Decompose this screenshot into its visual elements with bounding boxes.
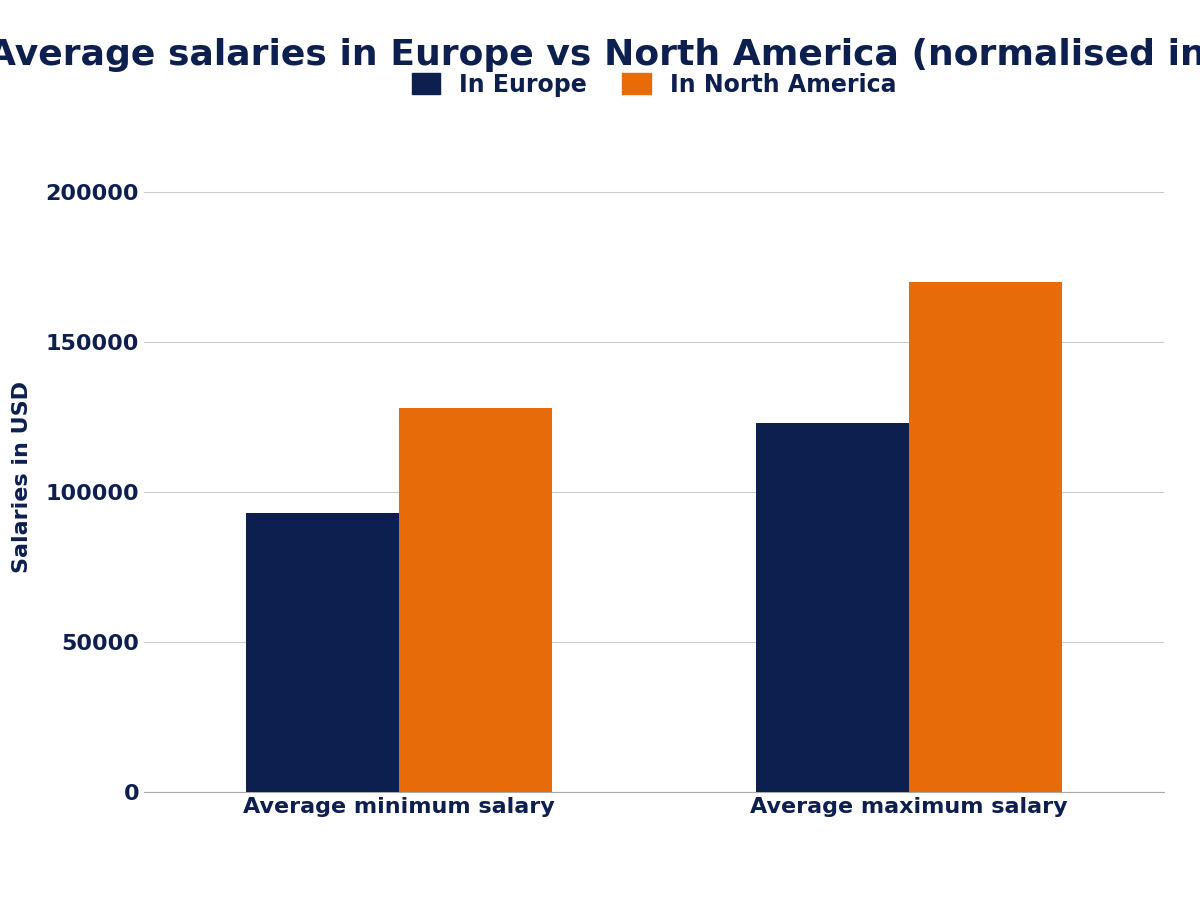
Legend: In Europe, In North America: In Europe, In North America [412, 73, 896, 97]
Bar [246, 513, 398, 792]
Bar [756, 423, 910, 792]
Bar [398, 408, 552, 792]
Bar [910, 282, 1062, 792]
Title: Average salaries in Europe vs North America (normalised in USD): Average salaries in Europe vs North Amer… [0, 38, 1200, 72]
Y-axis label: Salaries in USD: Salaries in USD [12, 381, 31, 573]
